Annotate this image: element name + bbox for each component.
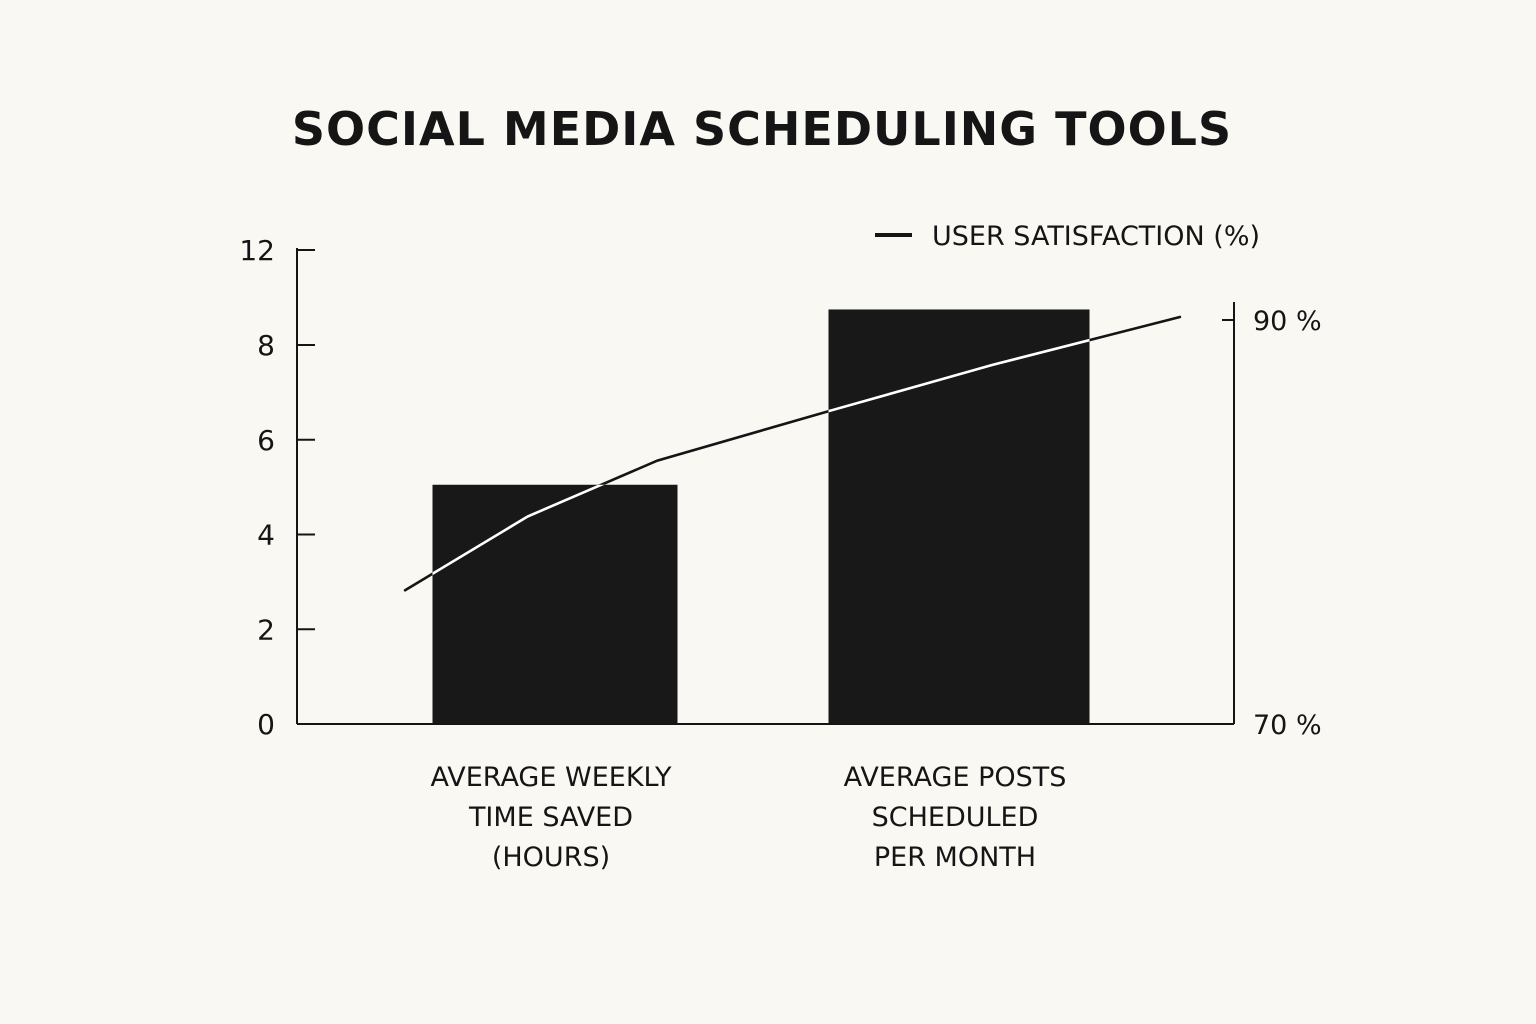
chart-title: SOCIAL MEDIA SCHEDULING TOOLS xyxy=(292,102,1232,156)
chart-legend: USER SATISFACTION (%) xyxy=(875,221,1260,252)
y-left-tick-label: 8 xyxy=(257,329,275,362)
x-category-label: AVERAGE POSTS xyxy=(844,762,1067,793)
y-left-tick-label: 0 xyxy=(257,708,275,741)
line-layer xyxy=(403,315,1182,592)
y-left-tick-label: 4 xyxy=(257,519,275,552)
y-left-tick-label: 2 xyxy=(257,613,275,646)
x-category-label: TIME SAVED xyxy=(468,802,633,833)
legend-label: USER SATISFACTION (%) xyxy=(932,221,1260,252)
x-category-label: SCHEDULED xyxy=(872,802,1039,833)
x-category-label: PER MONTH xyxy=(874,842,1036,873)
x-category-label: (HOURS) xyxy=(492,842,610,873)
bar-2 xyxy=(828,309,1090,724)
axes-layer: 0 2 4 6 8 12 70 % 90 % AVERAGE WEEKLY TIME SAVED (… xyxy=(239,234,1321,873)
x-category-label: AVERAGE WEEKLY xyxy=(431,762,672,793)
y-left-tick-label: 12 xyxy=(239,234,275,267)
bar-1 xyxy=(432,484,678,724)
y-right-tick-label: 70 % xyxy=(1253,710,1322,741)
y-left-tick-label: 6 xyxy=(257,424,275,457)
bars-layer xyxy=(432,309,1090,724)
y-right-tick-label: 90 % xyxy=(1253,306,1322,337)
